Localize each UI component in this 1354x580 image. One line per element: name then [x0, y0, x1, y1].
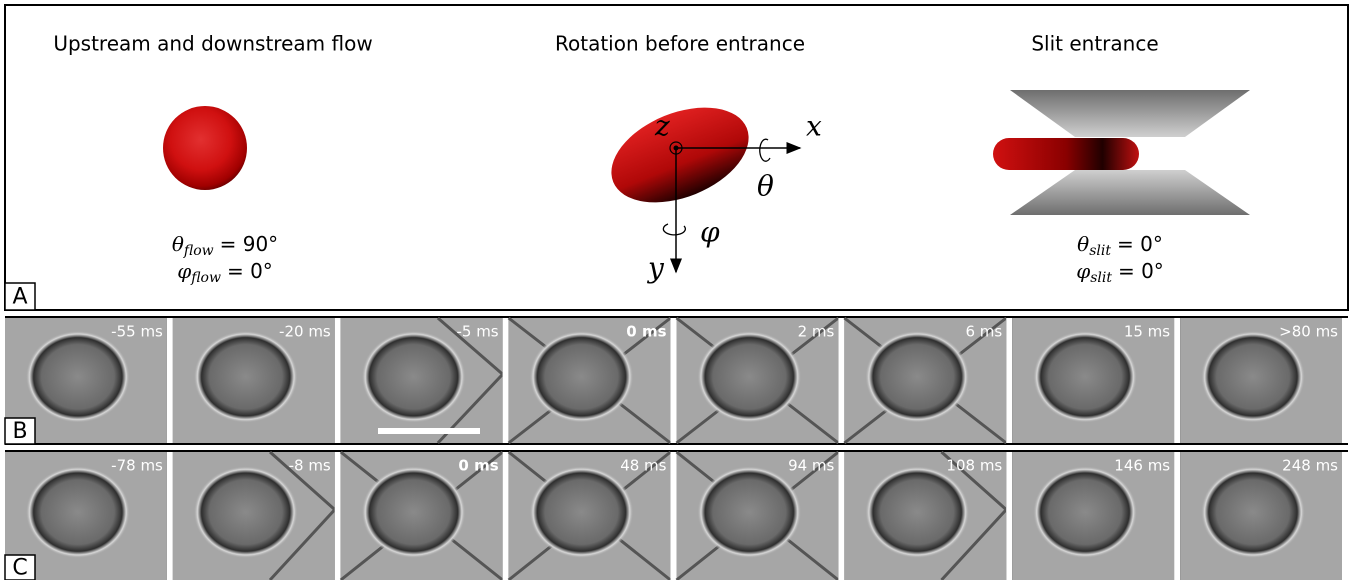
figure: Upstream and downstream flow Rotation bef… [0, 0, 1354, 580]
eq-subscript: flow [183, 243, 214, 259]
frame-gap [838, 318, 844, 443]
time-label: >80 ms [1279, 323, 1338, 341]
time-label: 0 ms [458, 457, 498, 475]
phi-label: φ [700, 216, 720, 249]
cell [865, 466, 969, 558]
frame-gap [1006, 452, 1012, 580]
scale-bar [378, 428, 480, 434]
cell [529, 466, 633, 558]
cell [865, 331, 969, 423]
theta-label: θ [757, 170, 774, 203]
rbc-slit [993, 138, 1139, 170]
section-title: Upstream and downstream flow [53, 32, 372, 56]
frame-gap [167, 318, 173, 443]
cell [697, 466, 801, 558]
time-label: -20 ms [279, 323, 331, 341]
eq-symbol: θ [1077, 232, 1089, 256]
time-label: -5 ms [456, 323, 498, 341]
time-label: 48 ms [620, 457, 666, 475]
eq-rhs: = 0° [227, 259, 273, 283]
time-label: 15 ms [1124, 323, 1170, 341]
axis-z: z [654, 110, 670, 143]
frame-gap [1174, 452, 1180, 580]
cell [697, 331, 801, 423]
axis-y: y [646, 252, 665, 285]
frame-gap [167, 452, 173, 580]
rbc-flat [163, 106, 247, 190]
time-label: 2 ms [798, 323, 835, 341]
time-label: -55 ms [111, 323, 163, 341]
cell [1201, 331, 1305, 423]
time-label: 0 ms [626, 323, 666, 341]
cell [362, 466, 466, 558]
frame-gap [1174, 318, 1180, 443]
cell [1033, 331, 1137, 423]
panel-label: C [12, 556, 27, 580]
eq-subscript: flow [190, 270, 221, 286]
cell [1201, 466, 1305, 558]
time-label: 108 ms [946, 457, 1002, 475]
time-label: 94 ms [788, 457, 834, 475]
axis-x: x [806, 110, 822, 143]
cell [194, 331, 298, 423]
frame-gap [1342, 452, 1348, 580]
frame-gap [503, 452, 509, 580]
z-axis-dot [674, 146, 679, 151]
section-title: Rotation before entrance [555, 32, 805, 56]
panel-label: A [12, 285, 27, 310]
frame-gap [838, 452, 844, 580]
eq-symbol: φ [1076, 259, 1090, 283]
section-title: Slit entrance [1031, 32, 1158, 56]
frame-gap [1006, 318, 1012, 443]
equation: φslit = 0° [1076, 259, 1164, 287]
time-label: -8 ms [289, 457, 331, 475]
eq-rhs: = 90° [220, 232, 279, 256]
eq-symbol: φ [177, 259, 191, 283]
cell [529, 331, 633, 423]
cell [26, 466, 130, 558]
frame-gap [503, 318, 509, 443]
time-label: 146 ms [1114, 457, 1170, 475]
eq-subscript: slit [1090, 270, 1112, 286]
frame-gap [1342, 318, 1348, 443]
time-label: 6 ms [966, 323, 1003, 341]
frame-gap [335, 318, 341, 443]
frame-gap [335, 452, 341, 580]
eq-symbol: θ [172, 232, 184, 256]
frame-gap [671, 452, 677, 580]
cell [1033, 466, 1137, 558]
eq-subscript: slit [1089, 243, 1111, 259]
cell [194, 466, 298, 558]
time-label: -78 ms [111, 457, 163, 475]
frame-gap [671, 318, 677, 443]
panel-label: B [12, 419, 27, 444]
cell [26, 331, 130, 423]
time-label: 248 ms [1282, 457, 1338, 475]
cell [362, 331, 466, 423]
eq-rhs: = 0° [1117, 232, 1163, 256]
eq-rhs: = 0° [1118, 259, 1164, 283]
